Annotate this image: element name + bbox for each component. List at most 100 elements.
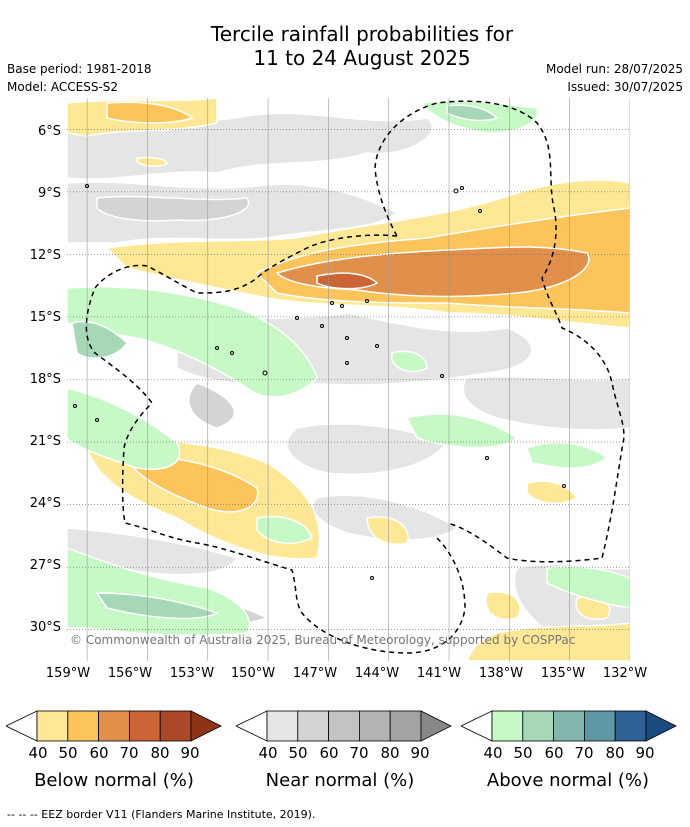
model-run: Model run: 28/07/2025: [545, 62, 683, 76]
legend-tick: 60: [89, 744, 109, 762]
island: [320, 324, 324, 328]
legend-swatch: [553, 710, 585, 742]
above-normal-area: [405, 413, 519, 449]
rainfall-map: [67, 98, 630, 661]
below-normal-area: [136, 156, 168, 167]
issued-date: Issued: 30/07/2025: [567, 80, 683, 94]
above-normal-area: [67, 387, 181, 470]
island: [345, 361, 349, 365]
legend-tick: 50: [513, 744, 533, 762]
legend-swatch: [584, 710, 616, 742]
legend-tick: 40: [483, 744, 503, 762]
island: [440, 374, 444, 378]
legend-tick: 90: [635, 744, 655, 762]
island: [562, 484, 566, 488]
legend-tick: 70: [574, 744, 594, 762]
legend-tick: 80: [605, 744, 625, 762]
legend-tick: 50: [58, 744, 78, 762]
legend-tick: 40: [28, 744, 48, 762]
map-title-line1: Tercile rainfall probabilities for: [210, 22, 514, 46]
lat-label: 18°S: [29, 372, 61, 387]
lat-label: 9°S: [37, 186, 61, 201]
legend-above-colorbar: [461, 710, 677, 742]
lat-label: 12°S: [29, 248, 61, 263]
island: [85, 184, 89, 188]
lat-label: 27°S: [29, 558, 61, 573]
island: [478, 209, 482, 213]
lat-label: 21°S: [29, 434, 61, 449]
lon-label: 135°W: [540, 666, 586, 681]
legend-swatch: [297, 710, 329, 742]
legend-swatch: [159, 710, 192, 742]
map-panel: [67, 98, 630, 661]
legend-arrow-low: [236, 710, 268, 742]
legend-swatch: [36, 710, 69, 742]
legend-arrow-low: [461, 710, 493, 742]
above-normal-area: [526, 442, 609, 469]
legend-tick: 70: [349, 744, 369, 762]
lon-label: 138°W: [478, 666, 524, 681]
above-normal-area: [446, 104, 499, 122]
legend-near-title: Near normal (%): [265, 770, 415, 791]
legend-swatch: [389, 710, 422, 742]
legend-swatch: [328, 710, 360, 742]
eez-border-kiribati: [374, 100, 625, 563]
island: [365, 299, 369, 303]
island: [375, 344, 379, 348]
island: [95, 418, 99, 422]
lon-label: 132°W: [602, 666, 648, 681]
legend-arrow-high: [420, 710, 452, 742]
above-normal-area: [95, 592, 219, 620]
legend-swatch: [129, 710, 161, 742]
lon-label: 153°W: [169, 666, 215, 681]
model-name: Model: ACCESS-S2: [7, 80, 119, 94]
map-title: Tercile rainfall probabilities for 11 to…: [0, 22, 690, 70]
island: [340, 304, 344, 308]
island: [485, 456, 489, 460]
near-normal-area: [188, 382, 236, 429]
legend-above-title: Above normal (%): [486, 770, 650, 791]
legend-tick: 90: [180, 744, 200, 762]
lat-label: 6°S: [37, 124, 61, 139]
island: [73, 404, 77, 408]
map-copyright: © Commonwealth of Australia 2025, Bureau…: [70, 633, 576, 647]
lat-label: 15°S: [29, 310, 61, 325]
base-period: Base period: 1981-2018: [7, 62, 152, 76]
below-normal-area: [106, 101, 194, 124]
legend-near-colorbar: [236, 710, 452, 742]
below-normal-area: [125, 456, 259, 513]
eez-borders: [85, 100, 625, 654]
legend-arrow-low: [6, 710, 38, 742]
legend-tick: 80: [150, 744, 170, 762]
meta-left: Base period: 1981-2018 Model: ACCESS-S2: [7, 60, 152, 96]
legend-swatch: [266, 710, 299, 742]
lon-label: 159°W: [45, 666, 91, 681]
map-gridlines: [67, 98, 630, 661]
lon-label: 144°W: [354, 666, 400, 681]
legend-swatch: [491, 710, 524, 742]
lon-label: 150°W: [230, 666, 276, 681]
above-normal-area: [71, 321, 128, 359]
above-normal-area: [256, 516, 313, 545]
lon-label: 156°W: [107, 666, 153, 681]
island: [230, 351, 234, 355]
island: [370, 576, 374, 580]
legend-below-title: Below normal (%): [34, 770, 194, 791]
meta-right: Model run: 28/07/2025 Issued: 30/07/2025: [546, 60, 683, 96]
above-normal-area: [391, 350, 428, 373]
legend-tick: 50: [288, 744, 308, 762]
lat-label: 30°S: [29, 620, 61, 635]
map-title-line2: 11 to 24 August 2025: [253, 46, 471, 70]
legend-tick: 60: [544, 744, 564, 762]
legend-arrow-high: [645, 710, 677, 742]
island: [460, 186, 464, 190]
legend-below-colorbar: [6, 710, 222, 742]
below-normal-area: [485, 591, 521, 620]
legend-tick: 40: [258, 744, 278, 762]
lat-label: 24°S: [29, 496, 61, 511]
island: [345, 336, 349, 340]
legend-tick: 80: [380, 744, 400, 762]
below-normal-area: [526, 480, 579, 505]
legend-arrow-high: [190, 710, 222, 742]
lon-label: 141°W: [416, 666, 462, 681]
